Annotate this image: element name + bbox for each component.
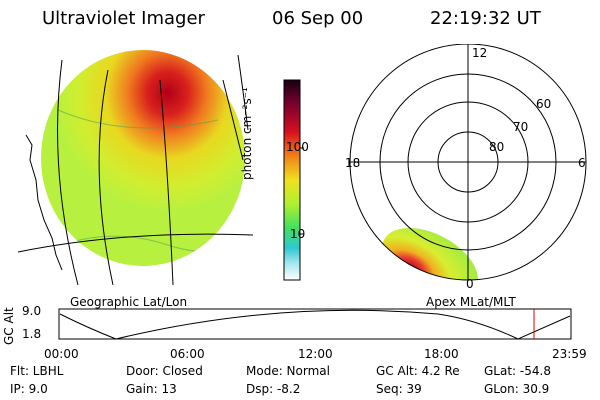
orbit-altitude-curve: [59, 309, 571, 340]
colorbar-unit-label: photon cm⁻²s⁻¹: [240, 87, 254, 180]
gain-status: Gain: 13: [126, 382, 177, 396]
seq-status: Seq: 39: [376, 382, 422, 396]
altitude-plot: [58, 308, 572, 340]
time-tick-1800: 18:00: [424, 347, 459, 361]
altitude-tick-9: 9.0: [22, 304, 42, 318]
geographic-caption: Geographic Lat/Lon: [70, 295, 188, 309]
door-status: Door: Closed: [126, 364, 203, 378]
time-tick-0000: 00:00: [44, 347, 79, 361]
instrument-title: Ultraviolet Imager: [42, 8, 205, 29]
coastline: [25, 134, 63, 271]
date-label: 06 Sep 00: [272, 8, 364, 29]
gc-alt-status: GC Alt: 4.2 Re: [376, 364, 460, 378]
colorbar: [283, 79, 304, 281]
time-tick-2359: 23:59: [552, 347, 587, 361]
colorbar-tick-100: 100: [286, 140, 309, 154]
geo-grid: [18, 54, 254, 285]
polar-grid: [349, 44, 587, 281]
colorbar-scale: [283, 79, 301, 281]
auroral-oval-overlay: [381, 227, 479, 280]
ip-status: IP: 9.0: [10, 382, 48, 396]
altitude-plot-frame: [58, 308, 572, 340]
polar-mlat-mlt-plot: [349, 44, 587, 281]
time-label: 22:19:32 UT: [430, 8, 541, 29]
mlt-label-12: 12: [472, 46, 488, 60]
mlat-label-70: 70: [513, 120, 529, 134]
mlt-label-0: 0: [466, 277, 474, 291]
glon-status: GLon: 30.9: [484, 382, 550, 396]
mlt-label-18: 18: [345, 156, 361, 170]
apex-caption: Apex MLat/MLT: [426, 295, 516, 309]
glat-status: GLat: -54.8: [484, 364, 551, 378]
time-tick-1200: 12:00: [298, 347, 333, 361]
time-tick-0600: 06:00: [170, 347, 205, 361]
filter-status: Flt: LBHL: [10, 364, 64, 378]
geographic-auroral-image: [18, 50, 254, 285]
image-disk: [41, 50, 245, 266]
dsp-status: Dsp: -8.2: [246, 382, 301, 396]
altitude-axis-label: GC Alt: [2, 307, 16, 345]
mlt-label-6: 6: [578, 156, 586, 170]
mode-status: Mode: Normal: [246, 364, 330, 378]
mlat-label-80: 80: [489, 140, 505, 154]
colorbar-tick-10: 10: [290, 227, 306, 241]
altitude-tick-1-8: 1.8: [22, 327, 42, 341]
mlat-label-60: 60: [536, 97, 552, 111]
